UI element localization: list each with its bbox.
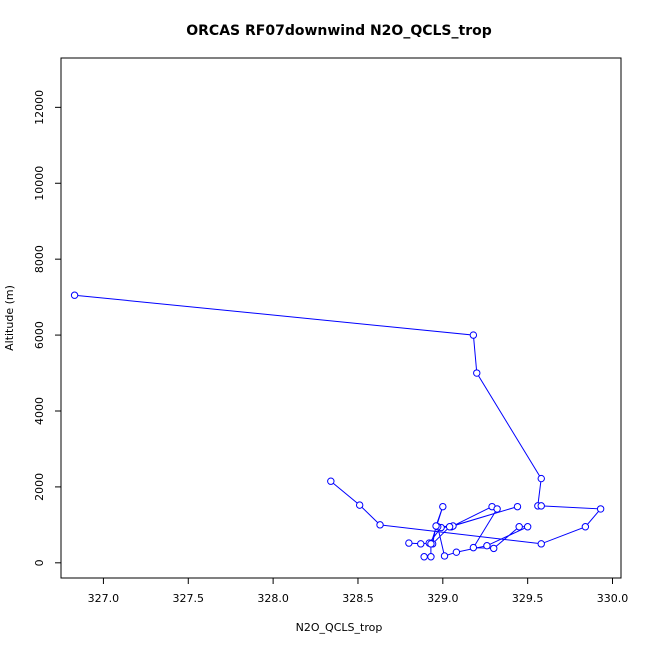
x-tick-label: 327.0 — [88, 592, 120, 605]
x-axis-label: N2O_QCLS_trop — [296, 621, 383, 634]
x-tick-label: 328.5 — [342, 592, 374, 605]
x-axis: 327.0 327.5 328.0 328.5 329.0 329.5 330.0 — [88, 578, 629, 605]
data-point — [581, 523, 590, 531]
x-tick-label: 327.5 — [173, 592, 205, 605]
data-point — [523, 523, 532, 531]
data-point — [596, 505, 605, 513]
data-point — [355, 501, 364, 509]
data-point — [537, 474, 545, 483]
y-axis-label: Altitude (m) — [3, 285, 16, 351]
data-point — [420, 553, 428, 561]
data-point — [490, 544, 498, 553]
x-tick-label: 329.0 — [427, 592, 459, 605]
data-point — [493, 505, 501, 513]
x-tick-label: 329.5 — [512, 592, 544, 605]
data-point — [427, 553, 435, 561]
y-axis: 0 2000 4000 6000 8000 10000 12000 — [33, 90, 61, 566]
y-tick-label: 2000 — [33, 473, 46, 501]
data-point — [440, 552, 449, 560]
y-tick-label: 12000 — [33, 90, 46, 125]
y-tick-label: 4000 — [33, 397, 46, 425]
y-tick-label: 8000 — [33, 245, 46, 273]
chart-title: ORCAS RF07downwind N2O_QCLS_trop — [186, 23, 491, 39]
data-point — [376, 521, 384, 529]
data-point — [439, 502, 447, 511]
data-point — [469, 331, 478, 339]
x-tick-label: 330.0 — [597, 592, 629, 605]
data-point — [513, 502, 522, 511]
data-point — [327, 477, 335, 485]
data-point — [515, 523, 523, 531]
data-point — [445, 523, 454, 531]
y-tick-label: 10000 — [33, 166, 46, 201]
data-point — [537, 502, 545, 510]
data-point — [405, 539, 413, 547]
data-point — [483, 542, 491, 550]
series-line-2 — [408, 506, 528, 558]
series-line-1 — [74, 294, 602, 545]
data-point — [432, 522, 440, 530]
y-tick-label: 6000 — [33, 321, 46, 349]
data-point — [452, 548, 461, 556]
data-point — [70, 291, 79, 299]
data-point — [473, 369, 481, 377]
y-tick-label: 0 — [33, 559, 46, 566]
x-tick-label: 328.0 — [257, 592, 289, 605]
data-point — [427, 540, 435, 548]
series-layer — [70, 291, 605, 561]
plot-frame — [60, 57, 622, 579]
data-point — [469, 543, 478, 552]
data-point — [537, 540, 545, 548]
data-point — [417, 540, 425, 548]
